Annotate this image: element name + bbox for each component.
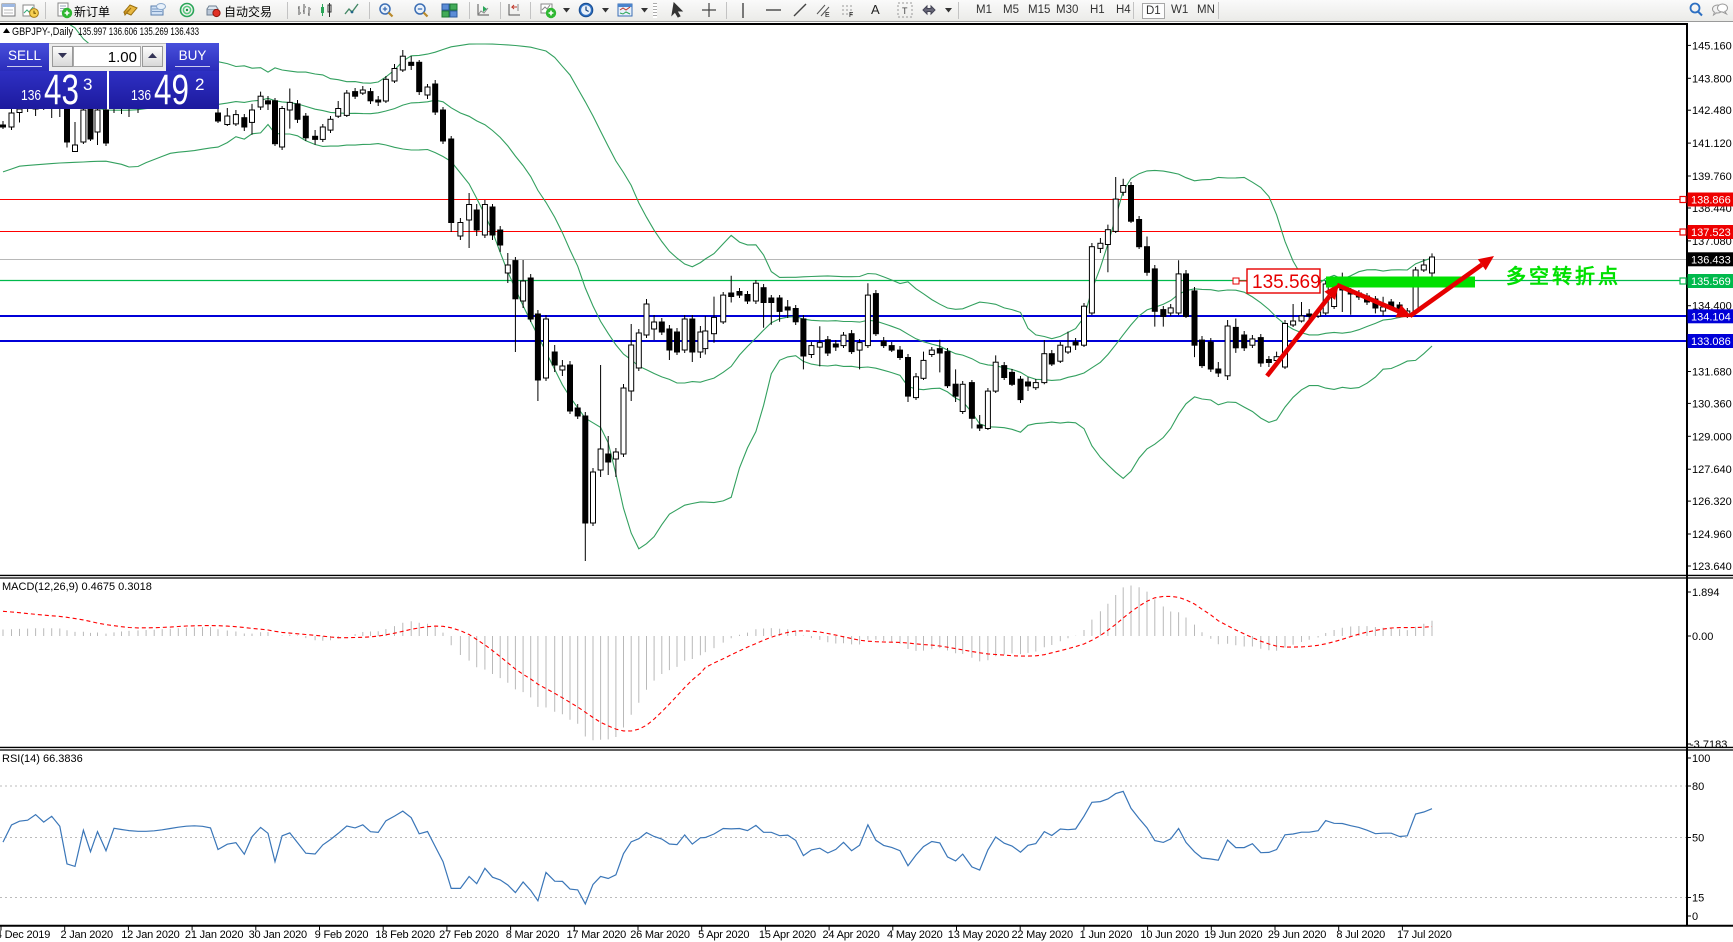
svg-text:135.569: 135.569: [1252, 272, 1321, 293]
svg-text:4 Dec 2019: 4 Dec 2019: [0, 929, 50, 941]
svg-text:4 May 2020: 4 May 2020: [887, 929, 943, 941]
svg-text:129.000: 129.000: [1692, 431, 1732, 443]
svg-text:134.104: 134.104: [1691, 312, 1731, 324]
svg-text:18 Feb 2020: 18 Feb 2020: [375, 929, 435, 941]
svg-text:143.800: 143.800: [1692, 73, 1732, 85]
svg-text:12 Jan 2020: 12 Jan 2020: [121, 929, 179, 941]
svg-text:E: E: [825, 12, 830, 19]
svg-text:138.866: 138.866: [1691, 195, 1731, 207]
svg-text:27 Feb 2020: 27 Feb 2020: [439, 929, 499, 941]
svg-text:10 Jun 2020: 10 Jun 2020: [1140, 929, 1198, 941]
svg-text:139.760: 139.760: [1692, 171, 1732, 183]
svg-text:127.640: 127.640: [1692, 464, 1732, 476]
svg-text:MACD(12,26,9) 0.4675 0.3018: MACD(12,26,9) 0.4675 0.3018: [2, 581, 152, 593]
svg-text:26 Mar 2020: 26 Mar 2020: [630, 929, 690, 941]
svg-text:T: T: [902, 6, 908, 16]
svg-text:24 Apr 2020: 24 Apr 2020: [823, 929, 880, 941]
svg-text:50: 50: [1692, 833, 1704, 845]
svg-text:135.997 136.606 135.269 136.43: 135.997 136.606 135.269 136.433: [78, 26, 199, 38]
svg-text:GBPJPY-,Daily: GBPJPY-,Daily: [12, 26, 73, 38]
svg-text:136.433: 136.433: [1691, 255, 1731, 267]
svg-text:30 Jan 2020: 30 Jan 2020: [249, 929, 307, 941]
svg-text:124.960: 124.960: [1692, 529, 1732, 541]
svg-text:0.00: 0.00: [1692, 631, 1713, 643]
svg-text:137.523: 137.523: [1691, 227, 1731, 239]
svg-text:22 May 2020: 22 May 2020: [1011, 929, 1072, 941]
svg-text:RSI(14) 66.3836: RSI(14) 66.3836: [2, 753, 83, 765]
svg-text:9 Feb 2020: 9 Feb 2020: [315, 929, 369, 941]
svg-text:8 Jul 2020: 8 Jul 2020: [1336, 929, 1385, 941]
svg-text:17 Jul 2020: 17 Jul 2020: [1397, 929, 1452, 941]
svg-text:19 Jun 2020: 19 Jun 2020: [1204, 929, 1262, 941]
svg-text:130.360: 130.360: [1692, 398, 1732, 410]
svg-text:0: 0: [1692, 911, 1698, 923]
svg-text:多空转折点: 多空转折点: [1506, 264, 1621, 288]
svg-text:133.086: 133.086: [1691, 336, 1731, 348]
svg-text:F: F: [849, 12, 853, 19]
svg-text:123.640: 123.640: [1692, 561, 1732, 573]
svg-text:15 Apr 2020: 15 Apr 2020: [759, 929, 816, 941]
svg-text:126.320: 126.320: [1692, 496, 1732, 508]
svg-text:80: 80: [1692, 781, 1704, 793]
svg-text:2 Jan 2020: 2 Jan 2020: [60, 929, 113, 941]
svg-text:142.480: 142.480: [1692, 105, 1732, 117]
svg-text:5 Apr 2020: 5 Apr 2020: [698, 929, 749, 941]
svg-text:21 Jan 2020: 21 Jan 2020: [185, 929, 243, 941]
svg-text:13 May 2020: 13 May 2020: [948, 929, 1009, 941]
svg-text:1.894: 1.894: [1692, 587, 1720, 599]
svg-text:135.569: 135.569: [1691, 276, 1731, 288]
svg-text:131.680: 131.680: [1692, 367, 1732, 379]
svg-text:15: 15: [1692, 893, 1704, 905]
svg-text:8 Mar 2020: 8 Mar 2020: [506, 929, 560, 941]
svg-text:100: 100: [1692, 753, 1710, 765]
svg-text:141.120: 141.120: [1692, 138, 1732, 150]
svg-text:29 Jun 2020: 29 Jun 2020: [1268, 929, 1326, 941]
svg-text:145.160: 145.160: [1692, 40, 1732, 52]
svg-text:1 Jun 2020: 1 Jun 2020: [1080, 929, 1133, 941]
svg-text:17 Mar 2020: 17 Mar 2020: [567, 929, 627, 941]
svg-text:-3.7183: -3.7183: [1690, 739, 1727, 751]
